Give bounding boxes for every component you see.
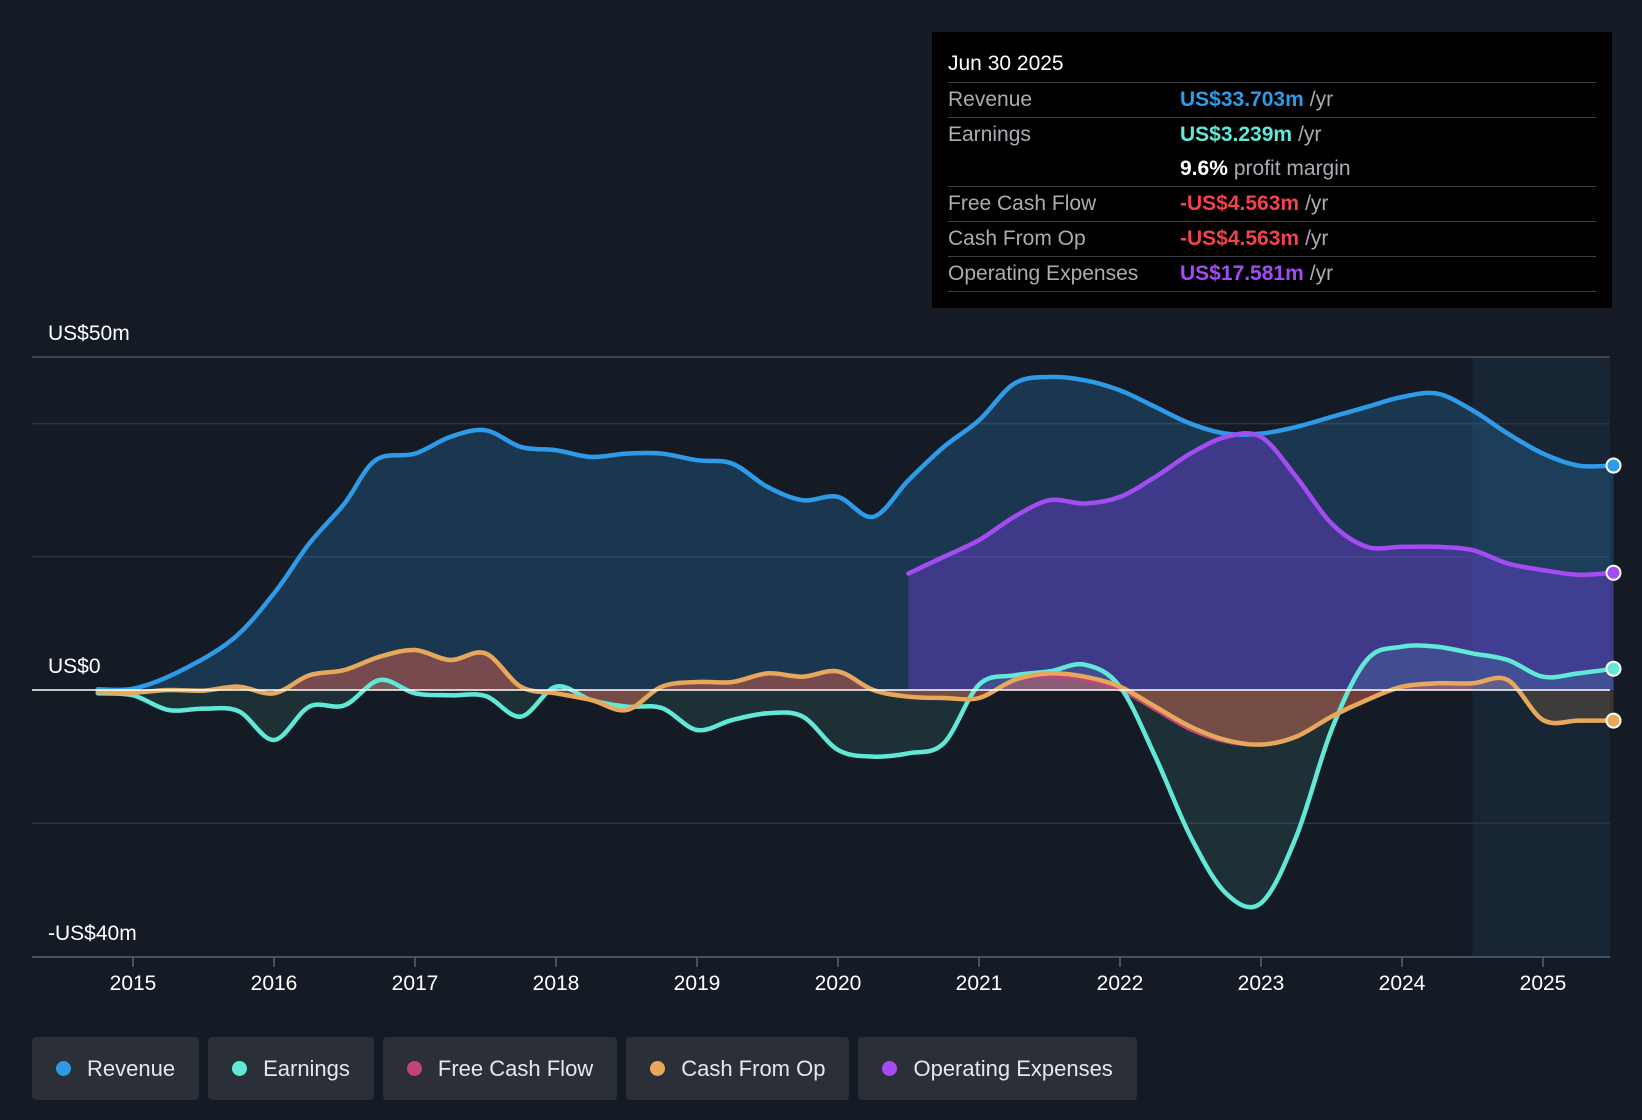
legend-item-cash-from-op[interactable]: Cash From Op xyxy=(626,1037,850,1100)
line-cash-from-op xyxy=(95,647,1616,747)
tooltip-row-earnings: Earnings US$3.239m /yr xyxy=(948,117,1596,152)
endpoint-operating-expenses xyxy=(1605,564,1622,581)
tooltip-unit: /yr xyxy=(1305,227,1329,250)
legend-label: Revenue xyxy=(87,1055,176,1081)
x-tick-label: 2024 xyxy=(1379,972,1426,995)
x-tick-label: 2015 xyxy=(110,972,157,995)
legend-label: Operating Expenses xyxy=(913,1055,1113,1081)
x-tick-label: 2017 xyxy=(392,972,439,995)
tooltip: Jun 30 2025 Revenue US$33.703m /yr Earni… xyxy=(932,32,1612,308)
x-tick-label: 2021 xyxy=(956,972,1003,995)
line-earnings xyxy=(95,643,1616,910)
y-zero-label: US$0 xyxy=(48,655,101,678)
x-tick-label: 2019 xyxy=(674,972,721,995)
line-operating-expenses xyxy=(906,431,1616,578)
area-earnings xyxy=(97,645,1614,908)
legend-dot-icon xyxy=(650,1061,666,1076)
legend-label: Earnings xyxy=(263,1055,350,1081)
tooltip-unit: /yr xyxy=(1309,262,1334,285)
legend-item-operating-expenses[interactable]: Operating Expenses xyxy=(858,1037,1137,1100)
tooltip-label: Cash From Op xyxy=(948,227,1086,250)
tooltip-value: 9.6% xyxy=(1180,157,1228,180)
tooltip-value: US$17.581m xyxy=(1180,262,1304,285)
tooltip-label: Operating Expenses xyxy=(948,262,1139,285)
area-revenue xyxy=(97,376,1614,691)
tooltip-value: US$33.703m xyxy=(1180,88,1304,111)
x-tick-label: 2025 xyxy=(1520,972,1567,995)
x-tick-label: 2020 xyxy=(815,972,862,995)
tooltip-value: -US$4.563m xyxy=(1180,192,1300,215)
legend-dot-icon xyxy=(882,1061,898,1076)
y-bottom-label: -US$40m xyxy=(48,922,137,945)
series-endpoints xyxy=(1605,457,1622,729)
x-axis: 2015 2016 2017 2018 2019 2020 2021 2022 2023 2024… xyxy=(110,957,1567,995)
y-top-label: US$50m xyxy=(48,322,130,345)
tooltip-value: -US$4.563m xyxy=(1180,227,1300,250)
x-tick-label: 2023 xyxy=(1238,972,1285,995)
tooltip-row-free-cash-flow: Free Cash Flow -US$4.563m /yr xyxy=(948,186,1596,221)
gridlines xyxy=(32,356,1610,824)
tooltip-unit: profit margin xyxy=(1233,157,1351,180)
tooltip-unit: /yr xyxy=(1305,192,1329,215)
tooltip-row-cash-from-op: Cash From Op -US$4.563m /yr xyxy=(948,221,1596,256)
x-tick-label: 2022 xyxy=(1097,972,1144,995)
legend-dot-icon xyxy=(232,1061,248,1076)
endpoint-revenue xyxy=(1605,457,1622,474)
line-revenue xyxy=(95,374,1616,693)
area-free-cash-flow xyxy=(97,649,1473,745)
tooltip-unit: /yr xyxy=(1309,88,1334,111)
tooltip-label: Earnings xyxy=(948,123,1031,146)
legend: Revenue Earnings Free Cash Flow Cash Fro… xyxy=(32,1037,1137,1100)
tooltip-unit: /yr xyxy=(1298,123,1322,146)
legend-dot-icon xyxy=(406,1061,422,1076)
endpoint-earnings xyxy=(1605,660,1622,677)
tooltip-row-operating-expenses: Operating Expenses US$17.581m /yr xyxy=(948,256,1596,292)
x-tick-label: 2016 xyxy=(251,972,298,995)
series-areas xyxy=(97,376,1614,908)
legend-item-free-cash-flow[interactable]: Free Cash Flow xyxy=(382,1037,618,1100)
endpoint-cash-from-op xyxy=(1605,712,1622,729)
tooltip-label: Free Cash Flow xyxy=(948,192,1097,215)
tooltip-label: Revenue xyxy=(948,88,1033,111)
legend-item-earnings[interactable]: Earnings xyxy=(208,1037,374,1100)
area-cash-from-op xyxy=(97,649,1614,745)
tooltip-row-profit-margin: 9.6% profit margin xyxy=(948,152,1596,186)
x-tick-label: 2018 xyxy=(533,972,580,995)
tooltip-date: Jun 30 2025 xyxy=(948,52,1064,75)
area-operating-expenses xyxy=(908,433,1614,690)
tooltip-row-revenue: Revenue US$33.703m /yr xyxy=(948,82,1596,117)
legend-label: Cash From Op xyxy=(681,1055,826,1081)
series-lines xyxy=(95,374,1616,910)
legend-label: Free Cash Flow xyxy=(437,1055,594,1081)
tooltip-value: US$3.239m xyxy=(1180,123,1293,146)
legend-item-revenue[interactable]: Revenue xyxy=(32,1037,200,1100)
legend-dot-icon xyxy=(56,1061,71,1076)
